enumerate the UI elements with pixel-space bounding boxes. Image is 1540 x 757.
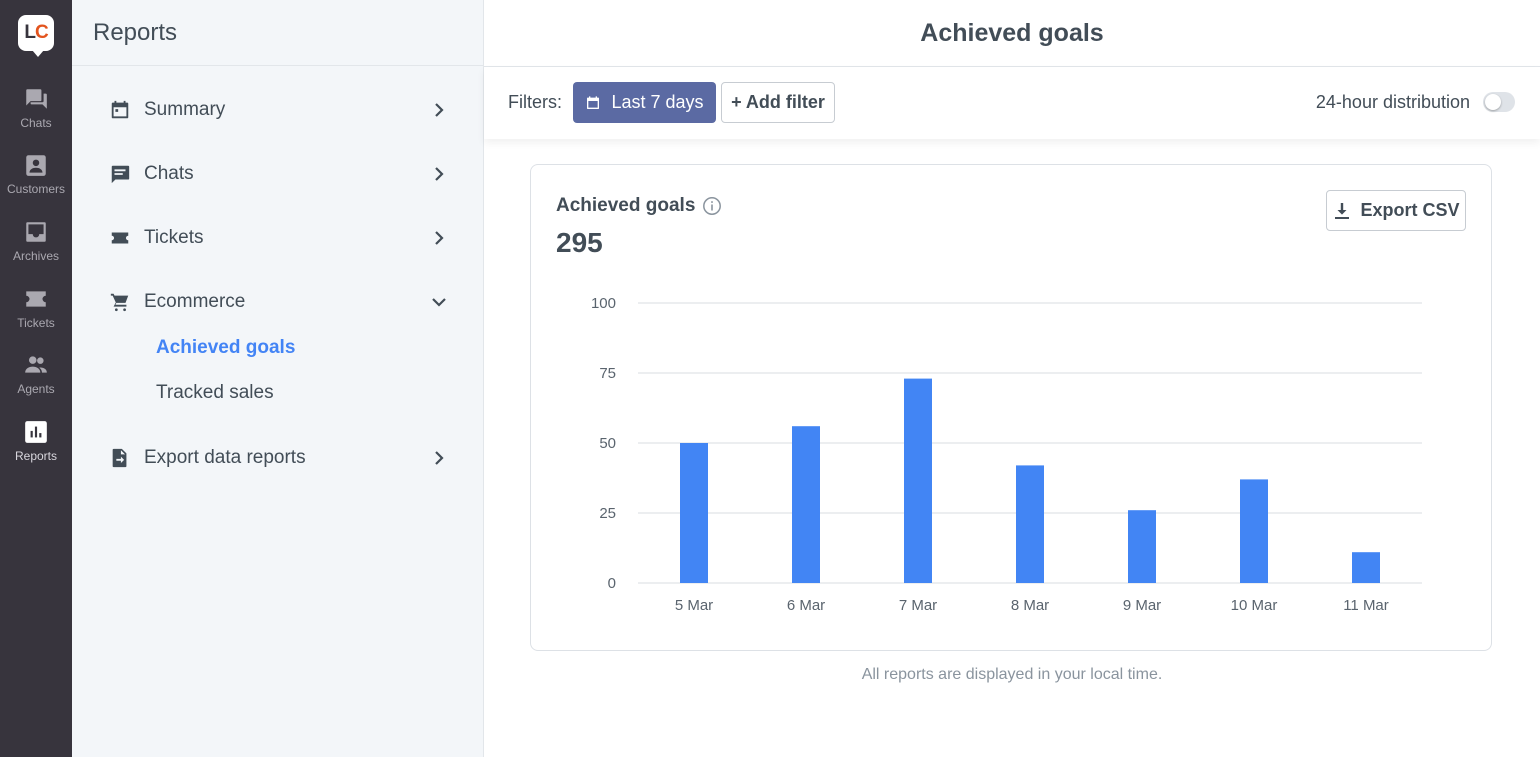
achieved-goals-card: Achieved goals 295 Export CSV 0 25 50 75 100… [530, 164, 1492, 651]
chevron-down-icon [432, 298, 446, 307]
distribution-label: 24-hour distribution [1315, 92, 1470, 112]
rail-item-tickets[interactable]: Tickets [0, 284, 72, 346]
bar[interactable] [904, 378, 932, 583]
sidebar-subitem-tracked-sales[interactable]: Tracked sales [156, 382, 274, 403]
bar[interactable] [1016, 465, 1044, 583]
archive-inbox-icon [26, 222, 46, 242]
cart-icon [110, 293, 129, 312]
sidebar-item-export-data-reports[interactable]: Export data reports [109, 438, 449, 478]
total-value: 295 [556, 227, 603, 258]
bar[interactable] [1128, 510, 1156, 583]
y-tick-label: 100 [591, 295, 616, 312]
export-csv-label: Export CSV [1360, 200, 1460, 220]
reports-chart-icon [25, 421, 47, 443]
achieved-goals-bar-chart: 0 25 50 75 100 5 Mar 6 Mar 7 Mar 8 Mar 9 Mar 10 Ma… [591, 295, 1422, 614]
rail-item-reports[interactable]: Reports [0, 417, 72, 479]
page-title: Achieved goals [484, 0, 1540, 67]
sidebar-subitem-achieved-goals[interactable]: Achieved goals [156, 337, 296, 358]
x-tick-label: 7 Mar [899, 597, 937, 614]
y-tick-label: 25 [599, 505, 616, 522]
x-tick-label: 9 Mar [1123, 597, 1161, 614]
y-tick-label: 75 [599, 365, 616, 382]
sidebar-item-ecommerce[interactable]: Ecommerce [109, 282, 449, 322]
x-tick-label: 11 Mar [1343, 597, 1389, 614]
sidebar-item-chats[interactable]: Chats [109, 154, 449, 194]
x-tick-label: 5 Mar [675, 597, 713, 614]
y-tick-label: 50 [599, 435, 616, 452]
calendar-icon [587, 95, 600, 109]
sidebar-title: Reports [72, 0, 483, 66]
export-csv-button[interactable]: Export CSV [1326, 190, 1466, 231]
card-title-text: Achieved goals [556, 195, 696, 216]
add-filter-button[interactable]: + Add filter [721, 82, 835, 123]
sidebar-item-tickets[interactable]: Tickets [109, 218, 449, 258]
ticket-icon [111, 232, 129, 244]
bar[interactable] [792, 426, 820, 583]
rail-item-agents[interactable]: Agents [0, 350, 72, 412]
calendar-icon [111, 100, 129, 119]
chevron-right-icon [435, 167, 444, 181]
rail-item-archives[interactable]: Archives [0, 217, 72, 279]
chevron-right-icon [435, 103, 444, 117]
date-range-label: Last 7 days [611, 92, 704, 112]
chevron-right-icon [435, 231, 444, 245]
chat-bubbles-icon [26, 89, 47, 109]
info-icon[interactable] [702, 196, 722, 216]
chat-icon [111, 165, 130, 184]
rail-item-customers[interactable]: Customers [0, 150, 72, 212]
x-tick-label: 10 Mar [1231, 597, 1278, 614]
rail-item-chats[interactable]: Chats [0, 84, 72, 146]
ticket-icon [26, 291, 46, 307]
x-tick-label: 6 Mar [787, 597, 825, 614]
customers-icon [26, 155, 46, 176]
x-tick-label: 8 Mar [1011, 597, 1049, 614]
toggle-knob [1485, 94, 1501, 110]
agents-icon [25, 356, 47, 373]
reports-sidebar: Reports Summary Chats Tickets Ecommerce … [72, 0, 484, 757]
bar[interactable] [1352, 552, 1380, 583]
card-title: Achieved goals [556, 195, 722, 217]
y-tick-label: 0 [608, 575, 616, 592]
filters-label: Filters: [508, 92, 562, 112]
main-content: Achieved goals Filters: Last 7 days + Ad… [484, 0, 1540, 757]
timezone-footnote: All reports are displayed in your local … [861, 666, 1163, 683]
chevron-right-icon [435, 451, 444, 465]
date-range-button[interactable]: Last 7 days [573, 82, 716, 123]
bar[interactable] [1240, 479, 1268, 583]
download-icon [1335, 202, 1350, 219]
export-file-icon [112, 448, 127, 468]
filter-bar: Filters: Last 7 days + Add filter 24-hou… [484, 67, 1540, 139]
bar[interactable] [680, 443, 708, 583]
distribution-toggle[interactable] [1483, 92, 1515, 112]
sidebar-item-summary[interactable]: Summary [109, 90, 449, 130]
